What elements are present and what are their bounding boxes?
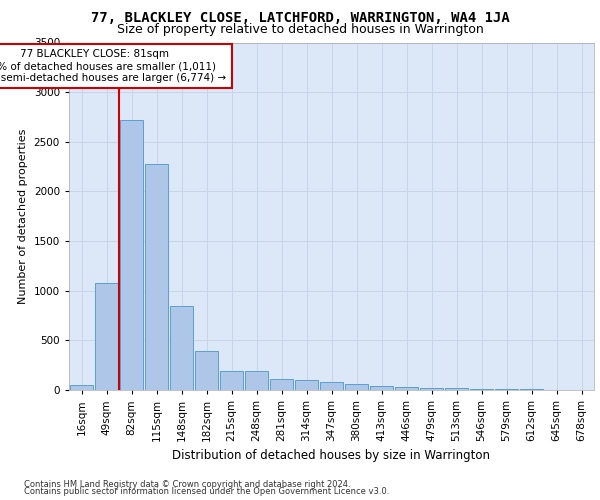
Text: Size of property relative to detached houses in Warrington: Size of property relative to detached ho…: [116, 22, 484, 36]
Text: 77, BLACKLEY CLOSE, LATCHFORD, WARRINGTON, WA4 1JA: 77, BLACKLEY CLOSE, LATCHFORD, WARRINGTO…: [91, 11, 509, 25]
Bar: [245, 371, 268, 390]
Bar: [270, 378, 293, 390]
Bar: [145, 164, 168, 390]
Bar: [395, 387, 418, 390]
Bar: [520, 389, 543, 390]
Bar: [170, 306, 193, 390]
Bar: [295, 380, 318, 390]
Bar: [220, 370, 243, 390]
X-axis label: Distribution of detached houses by size in Warrington: Distribution of detached houses by size …: [173, 450, 491, 462]
Bar: [95, 283, 118, 390]
Bar: [370, 386, 393, 390]
Bar: [345, 384, 368, 390]
Bar: [70, 385, 93, 390]
Text: 77 BLACKLEY CLOSE: 81sqm
← 13% of detached houses are smaller (1,011)
86% of sem: 77 BLACKLEY CLOSE: 81sqm ← 13% of detach…: [0, 50, 227, 82]
Bar: [120, 120, 143, 390]
Bar: [195, 352, 218, 390]
Bar: [420, 388, 443, 390]
Bar: [470, 388, 493, 390]
Bar: [495, 389, 518, 390]
Text: Contains HM Land Registry data © Crown copyright and database right 2024.: Contains HM Land Registry data © Crown c…: [24, 480, 350, 489]
Text: Contains public sector information licensed under the Open Government Licence v3: Contains public sector information licen…: [24, 487, 389, 496]
Bar: [320, 382, 343, 390]
Y-axis label: Number of detached properties: Number of detached properties: [18, 128, 28, 304]
Bar: [445, 388, 468, 390]
